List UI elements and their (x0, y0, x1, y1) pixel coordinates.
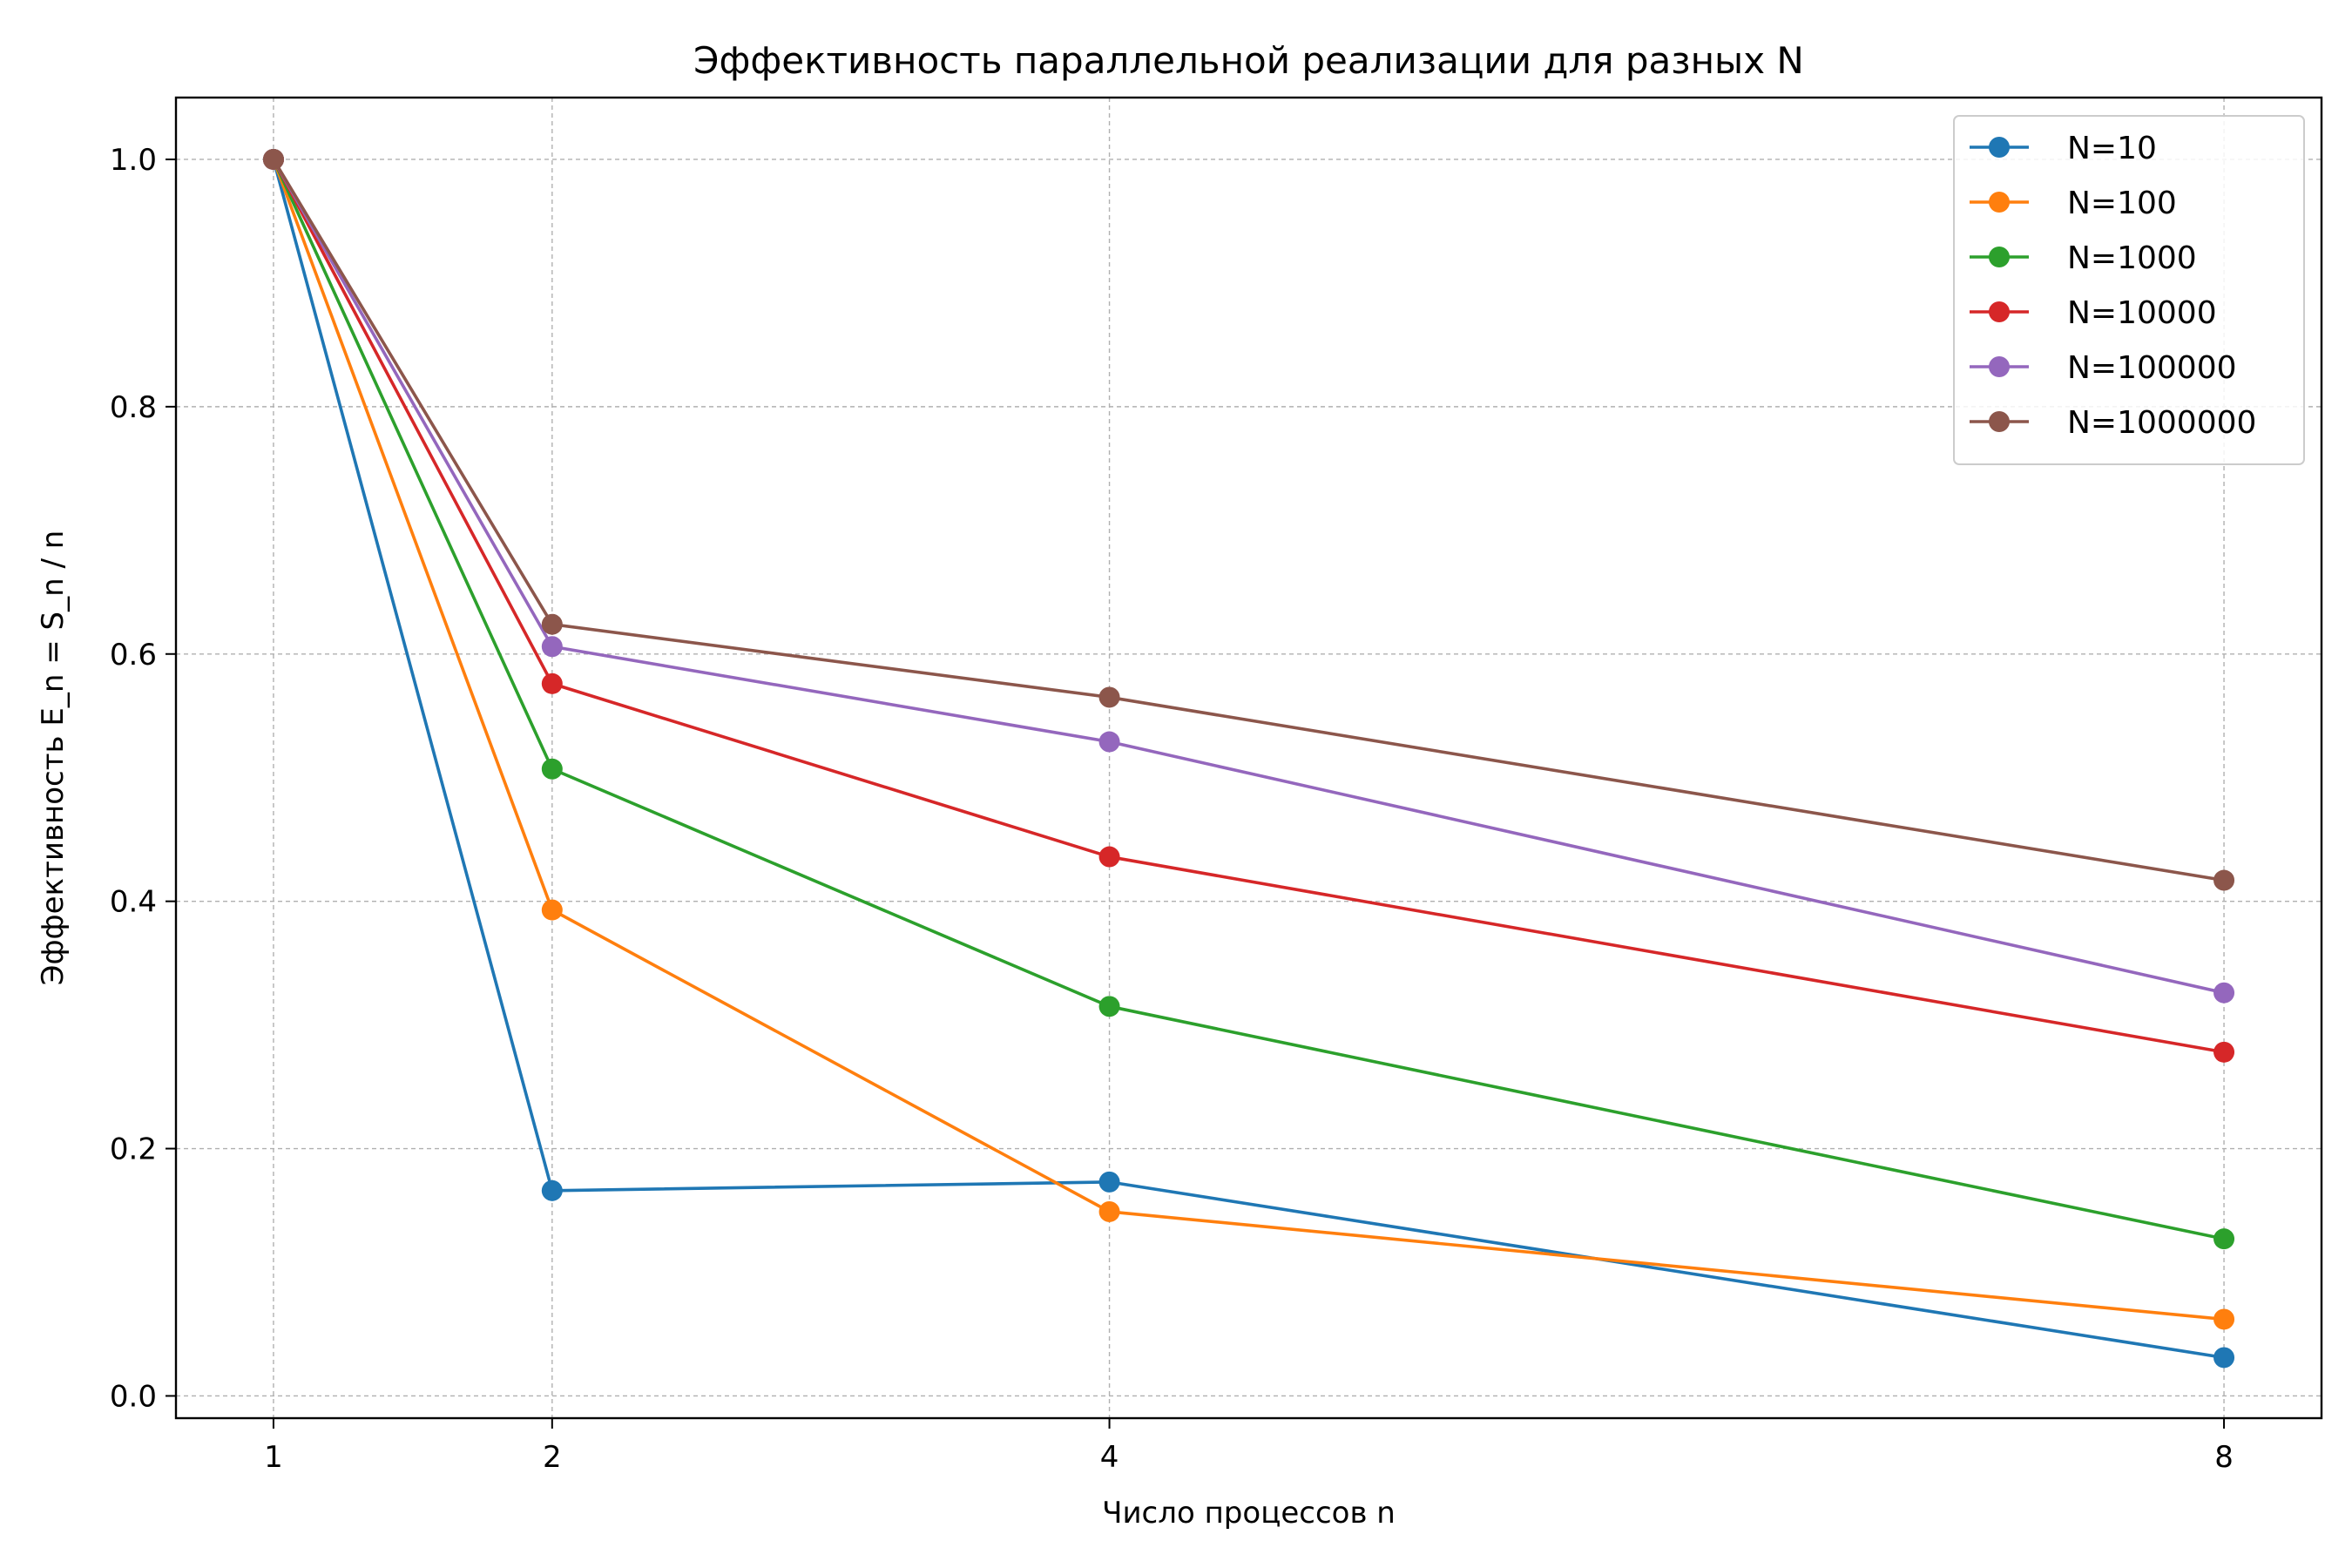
x-tick-label: 8 (2214, 1440, 2234, 1475)
data-point (2213, 1041, 2235, 1063)
y-tick-label: 0.2 (110, 1132, 157, 1167)
data-point (541, 1179, 563, 1201)
series-line (272, 159, 2225, 1321)
chart-title: Эффективность параллельной реализации дл… (693, 39, 1804, 82)
legend-item: N=10000 (1970, 295, 2217, 331)
legend-item: N=100000 (1970, 350, 2237, 386)
legend-box (1953, 115, 2305, 465)
data-point (1098, 731, 1120, 753)
legend-item: N=1000 (1970, 240, 2197, 276)
data-point (2213, 869, 2235, 891)
x-tick-label: 1 (264, 1440, 283, 1475)
legend-item: N=10 (1970, 131, 2157, 166)
axis-ticks: 1 2 4 8 0.0 0.2 0.4 0.6 0.8 1.0 (110, 143, 2234, 1475)
legend-label: N=1000 (2067, 240, 2197, 276)
legend-marker (1989, 247, 2010, 267)
data-point (1098, 1171, 1120, 1193)
y-tick-label: 0.6 (110, 638, 157, 672)
legend-label: N=10000 (2067, 295, 2217, 331)
legend-marker (1989, 356, 2010, 377)
y-tick-label: 0.4 (110, 885, 157, 920)
data-point (1098, 996, 1120, 1017)
y-tick-label: 1.0 (110, 143, 157, 178)
plot-frame (174, 96, 2323, 1420)
legend-marker (1989, 411, 2010, 432)
legend-item: N=100 (1970, 186, 2177, 221)
series-line (272, 159, 2225, 1240)
data-point (1098, 846, 1120, 868)
data-point (541, 613, 563, 635)
series-n-1000000 (262, 148, 2235, 891)
x-tick-label: 2 (543, 1440, 562, 1475)
legend-marker (1989, 137, 2010, 158)
series-line (272, 159, 2225, 995)
y-tick-label: 0.8 (110, 390, 157, 425)
x-axis-label: Число процессов n (1102, 1496, 1396, 1531)
legend-label: N=1000000 (2067, 405, 2256, 441)
legend-label: N=100 (2067, 186, 2177, 221)
legend-marker (1989, 192, 2010, 213)
data-point (541, 636, 563, 658)
series-lines (262, 148, 2235, 1369)
data-point (2213, 1347, 2235, 1369)
data-point (2213, 1228, 2235, 1250)
legend-label: N=10 (2067, 131, 2157, 166)
y-tick-label: 0.0 (110, 1379, 157, 1414)
data-point (1098, 1200, 1120, 1222)
data-point (2213, 1308, 2235, 1330)
data-point (262, 148, 284, 170)
data-point (1098, 686, 1120, 708)
series-line (272, 159, 2225, 1360)
series-line (272, 159, 2225, 882)
data-point (541, 672, 563, 694)
data-point (541, 758, 563, 780)
y-axis-label: Эффективность E_n = S_n / n (36, 531, 71, 986)
data-point (2213, 982, 2235, 1004)
data-point (541, 899, 563, 921)
legend-marker (1989, 301, 2010, 322)
series-line (272, 159, 2225, 1054)
legend: N=10 N=100 N=1000 N=10000 N=100000 N=1000000 (1953, 115, 2305, 465)
x-tick-label: 4 (1100, 1440, 1119, 1475)
legend-item: N=1000000 (1970, 405, 2256, 441)
legend-label: N=100000 (2067, 350, 2237, 386)
